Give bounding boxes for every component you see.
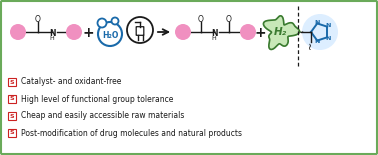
Circle shape — [175, 24, 191, 40]
FancyBboxPatch shape — [8, 129, 16, 137]
Text: H₂: H₂ — [273, 27, 287, 37]
Text: H: H — [212, 36, 216, 42]
Text: N: N — [314, 20, 319, 24]
FancyBboxPatch shape — [136, 27, 144, 35]
Circle shape — [10, 24, 26, 40]
Text: S: S — [10, 113, 14, 119]
Circle shape — [66, 24, 82, 40]
Circle shape — [98, 18, 107, 27]
Text: N: N — [211, 29, 217, 38]
Circle shape — [112, 18, 118, 24]
Circle shape — [127, 17, 153, 43]
Text: N: N — [314, 40, 319, 44]
Text: S: S — [10, 97, 14, 102]
Text: N: N — [326, 23, 331, 28]
Text: ~: ~ — [296, 28, 304, 38]
FancyBboxPatch shape — [8, 95, 16, 103]
Text: N: N — [49, 29, 55, 38]
Text: Cheap and easily accessible raw materials: Cheap and easily accessible raw material… — [21, 111, 184, 120]
Circle shape — [98, 22, 122, 46]
Text: +: + — [82, 26, 94, 40]
Circle shape — [240, 24, 256, 40]
Text: H₂O: H₂O — [102, 31, 118, 40]
Text: S: S — [10, 131, 14, 135]
Text: H: H — [50, 36, 54, 42]
Text: N: N — [326, 36, 331, 41]
Text: Catalyst- and oxidant-free: Catalyst- and oxidant-free — [21, 78, 121, 86]
Text: O: O — [198, 15, 204, 24]
Text: ~: ~ — [306, 41, 316, 49]
Text: High level of functional group tolerance: High level of functional group tolerance — [21, 95, 174, 104]
Text: O: O — [226, 15, 232, 24]
FancyBboxPatch shape — [8, 112, 16, 120]
Polygon shape — [263, 16, 299, 49]
FancyBboxPatch shape — [8, 78, 16, 86]
Text: +: + — [254, 26, 266, 40]
Text: Post-modification of drug molecules and natural products: Post-modification of drug molecules and … — [21, 128, 242, 137]
Circle shape — [302, 14, 338, 50]
Text: S: S — [10, 80, 14, 84]
Text: O: O — [35, 15, 41, 24]
